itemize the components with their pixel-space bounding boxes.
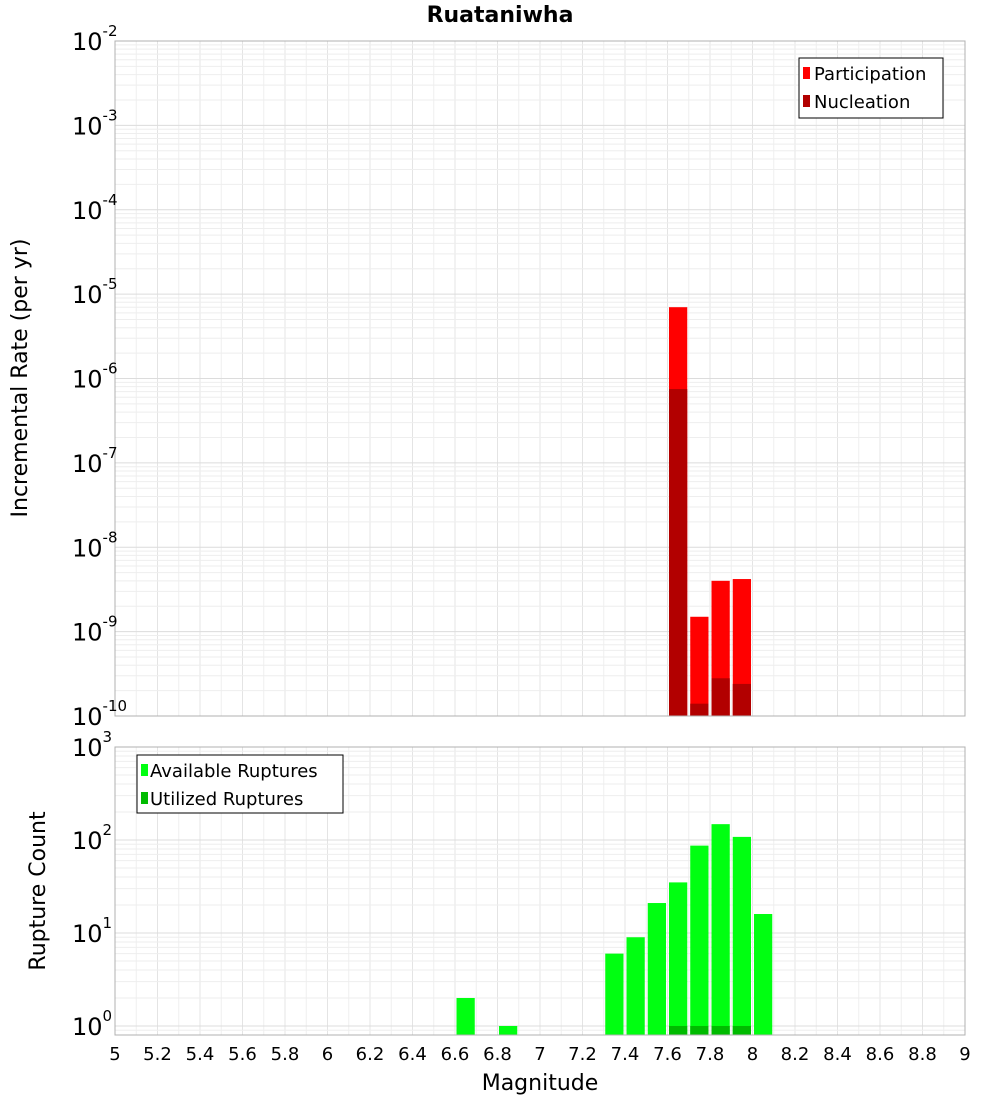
bottom-legend: Available Ruptures Utilized Ruptures — [136, 754, 344, 814]
x-tick-label: 8.8 — [908, 1044, 937, 1065]
bottom-legend-box — [136, 754, 344, 814]
bar-available-ruptures — [669, 882, 688, 1035]
top-y-axis-label: Incremental Rate (per yr) — [8, 239, 33, 518]
bottom-y-tick-label: 102 — [72, 821, 112, 855]
bar-participation — [732, 579, 751, 716]
x-tick-label: 5.2 — [143, 1044, 172, 1065]
x-tick-label: 7.4 — [611, 1044, 640, 1065]
bar-available-ruptures — [456, 997, 475, 1035]
chart-title: Ruataniwha — [427, 3, 574, 28]
top-y-tick-label: 10-4 — [72, 191, 118, 225]
x-tick-label: 6.2 — [356, 1044, 385, 1065]
bar-available-ruptures — [690, 845, 709, 1035]
bottom-plot-frame — [114, 746, 966, 1036]
bar-nucleation — [711, 678, 730, 716]
bottom-panel: 100 101 102 103 Rupture Count Available Rup… — [26, 728, 971, 1096]
x-tick-label: 5.6 — [228, 1044, 257, 1065]
bottom-y-axis-label: Rupture Count — [26, 811, 51, 971]
bottom-y-tick-label: 101 — [72, 914, 112, 948]
x-tick-label: 8.6 — [866, 1044, 895, 1065]
bar-available-ruptures — [605, 953, 624, 1035]
top-y-tick-label: 10-10 — [72, 697, 127, 731]
legend-swatch-nucleation — [803, 95, 810, 107]
bottom-bars — [456, 824, 773, 1035]
top-y-tick-label: 10-7 — [72, 444, 118, 478]
bar-nucleation — [690, 703, 709, 716]
bar-utilized-ruptures — [711, 1025, 730, 1035]
bar-available-ruptures — [499, 1025, 518, 1035]
top-plot-frame — [114, 40, 966, 717]
x-tick-label: 8.2 — [781, 1044, 810, 1065]
x-axis-label: Magnitude — [482, 1071, 599, 1096]
bar-nucleation — [669, 389, 688, 716]
x-tick-label: 5.8 — [271, 1044, 300, 1065]
bar-utilized-ruptures — [732, 1025, 751, 1035]
legend-label-utilized: Utilized Ruptures — [150, 789, 303, 810]
top-legend: Participation Nucleation — [798, 57, 944, 119]
x-tick-label: 7 — [534, 1044, 545, 1065]
bar-available-ruptures — [647, 903, 666, 1035]
x-tick-label: 6.6 — [441, 1044, 470, 1065]
bar-available-ruptures — [711, 824, 730, 1035]
legend-label-available: Available Ruptures — [150, 761, 318, 782]
top-y-tick-label: 10-6 — [72, 360, 118, 394]
x-tick-label: 5.4 — [186, 1044, 215, 1065]
x-tick-label: 5 — [109, 1044, 120, 1065]
x-tick-label: 6.4 — [398, 1044, 427, 1065]
legend-label-nucleation: Nucleation — [814, 92, 910, 113]
x-tick-label: 8.4 — [823, 1044, 852, 1065]
bar-utilized-ruptures — [669, 1025, 688, 1035]
top-y-tick-label: 10-8 — [72, 528, 118, 562]
legend-swatch-utilized — [141, 792, 148, 804]
x-tick-label: 8 — [747, 1044, 758, 1065]
top-grid — [114, 40, 966, 717]
x-tick-label: 7.8 — [696, 1044, 725, 1065]
top-y-tick-label: 10-2 — [72, 22, 118, 56]
legend-swatch-available — [141, 764, 148, 776]
x-tick-label: 9 — [959, 1044, 970, 1065]
legend-swatch-participation — [803, 67, 810, 79]
top-bars — [669, 307, 751, 716]
legend-label-participation: Participation — [814, 64, 926, 85]
x-tick-label: 7.2 — [568, 1044, 597, 1065]
top-y-tick-label: 10-5 — [72, 275, 118, 309]
bar-participation — [690, 616, 709, 716]
bottom-y-ticks: 100 101 102 103 — [72, 728, 112, 1041]
top-legend-box — [798, 57, 944, 119]
top-y-tick-label: 10-3 — [72, 106, 118, 140]
top-panel: 10-10 10-9 10-8 10-7 10-6 10-5 10-4 10-3 10-2 In… — [8, 22, 966, 731]
bar-available-ruptures — [732, 836, 751, 1035]
x-ticks: 5 5.2 5.4 5.6 5.8 6 6.2 6.4 6.6 6.8 7 7.2 7.4 7.6 7.8 8… — [109, 1044, 970, 1065]
x-tick-label: 6 — [322, 1044, 333, 1065]
top-y-ticks: 10-10 10-9 10-8 10-7 10-6 10-5 10-4 10-3 10-2 — [72, 22, 127, 731]
bar-available-ruptures — [626, 937, 645, 1035]
x-tick-label: 6.8 — [483, 1044, 512, 1065]
bar-utilized-ruptures — [690, 1025, 709, 1035]
bottom-y-tick-label: 103 — [72, 728, 112, 762]
bar-available-ruptures — [754, 914, 773, 1035]
bottom-y-tick-label: 100 — [72, 1007, 112, 1041]
bar-nucleation — [732, 683, 751, 716]
top-y-tick-label: 10-9 — [72, 613, 118, 647]
x-tick-label: 7.6 — [653, 1044, 682, 1065]
